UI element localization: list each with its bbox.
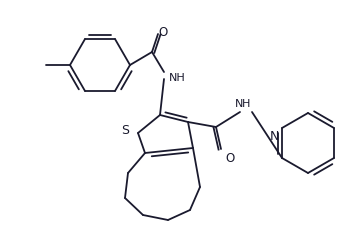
Text: S: S <box>121 124 129 138</box>
Text: N: N <box>270 130 279 143</box>
Text: H: H <box>242 99 251 109</box>
Text: NH: NH <box>169 73 186 83</box>
Text: O: O <box>158 27 168 40</box>
Text: N: N <box>235 99 243 109</box>
Text: O: O <box>225 152 234 165</box>
